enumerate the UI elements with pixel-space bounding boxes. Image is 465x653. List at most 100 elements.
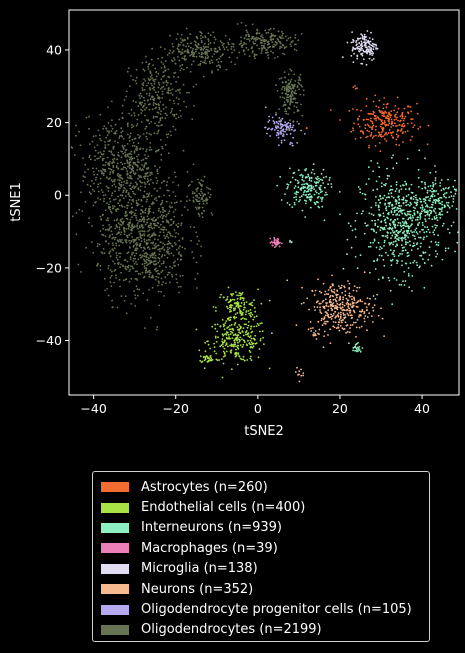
data-point	[260, 52, 263, 54]
data-point	[199, 62, 202, 65]
data-point	[355, 290, 358, 292]
data-point	[150, 260, 152, 262]
data-point	[407, 194, 410, 196]
data-point	[211, 55, 214, 58]
data-point	[155, 75, 158, 78]
data-point	[427, 210, 429, 213]
data-point	[73, 154, 76, 156]
data-point	[372, 189, 375, 192]
data-point	[308, 176, 311, 179]
data-point	[236, 336, 239, 338]
data-point	[180, 51, 183, 54]
data-point	[356, 55, 359, 58]
data-point	[237, 341, 239, 344]
data-point	[381, 317, 384, 320]
data-point	[368, 144, 370, 147]
data-point	[396, 111, 399, 114]
data-point	[107, 294, 110, 297]
data-point	[352, 86, 355, 88]
data-point	[229, 316, 232, 319]
data-point	[145, 267, 148, 270]
data-point	[78, 208, 81, 211]
data-point	[405, 243, 407, 246]
data-point	[180, 224, 183, 227]
data-point	[158, 282, 160, 284]
data-point	[397, 254, 400, 257]
data-point	[234, 341, 236, 344]
data-point	[230, 368, 233, 371]
data-point	[407, 236, 410, 239]
data-point	[145, 106, 148, 109]
data-point	[252, 342, 255, 345]
data-point	[210, 49, 213, 52]
data-point	[360, 43, 362, 46]
data-point	[177, 48, 180, 51]
data-point	[203, 199, 206, 202]
data-point	[154, 220, 156, 222]
data-point	[109, 269, 112, 271]
data-point	[124, 214, 126, 217]
data-point	[302, 301, 305, 304]
data-point	[358, 37, 361, 40]
data-point	[145, 208, 147, 210]
data-point	[399, 207, 402, 210]
data-point	[333, 326, 336, 329]
data-point	[177, 45, 180, 47]
data-point	[267, 121, 270, 123]
data-point	[205, 48, 208, 51]
data-point	[321, 196, 324, 199]
data-point	[151, 247, 154, 250]
data-point	[138, 238, 140, 241]
legend-label: Macrophages (n=39)	[141, 540, 278, 556]
data-point	[200, 49, 202, 51]
data-point	[164, 48, 166, 50]
data-point	[247, 38, 250, 40]
data-point	[143, 218, 146, 221]
data-point	[157, 81, 160, 84]
data-point	[344, 316, 347, 319]
data-point	[325, 293, 328, 295]
data-point	[324, 320, 326, 323]
data-point	[350, 246, 353, 249]
data-point	[171, 88, 174, 91]
data-point	[333, 291, 335, 293]
data-point	[208, 60, 211, 63]
data-point	[231, 51, 234, 54]
data-point	[199, 194, 202, 197]
data-point	[372, 214, 375, 217]
data-point	[141, 89, 144, 92]
data-point	[244, 24, 247, 27]
data-point	[351, 306, 354, 309]
data-point	[289, 241, 291, 243]
data-point	[152, 64, 155, 67]
data-point	[157, 238, 159, 241]
data-point	[392, 124, 395, 127]
data-point	[223, 341, 225, 344]
data-point	[164, 215, 167, 218]
data-point	[120, 231, 123, 234]
data-point	[353, 285, 356, 287]
data-point	[172, 222, 175, 225]
data-point	[144, 223, 147, 226]
data-point	[312, 186, 315, 188]
data-point	[107, 140, 110, 143]
data-point	[305, 202, 307, 205]
data-point	[108, 252, 111, 255]
data-point	[125, 240, 127, 243]
data-point	[207, 46, 210, 48]
data-point	[125, 90, 128, 93]
data-point	[348, 287, 351, 289]
data-point	[143, 220, 145, 222]
data-point	[128, 270, 131, 273]
data-point	[115, 233, 118, 236]
data-point	[252, 35, 255, 38]
data-point	[84, 163, 87, 166]
data-point	[278, 108, 281, 110]
data-point	[99, 264, 102, 267]
data-point	[386, 102, 389, 105]
data-point	[314, 330, 317, 332]
data-point	[145, 256, 148, 258]
data-point	[126, 159, 128, 162]
data-point	[306, 186, 309, 189]
data-point	[314, 333, 317, 335]
